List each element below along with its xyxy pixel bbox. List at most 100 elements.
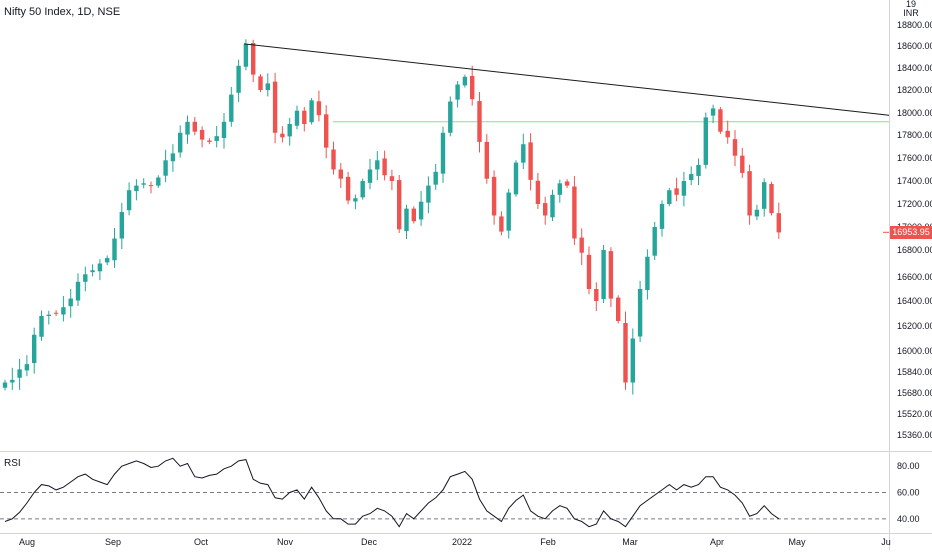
y-tick-label: 15680.00 (897, 388, 932, 398)
candle (623, 323, 628, 383)
candle (360, 181, 365, 198)
candle (528, 142, 533, 180)
candle (776, 213, 781, 233)
candle (294, 110, 300, 126)
candle (229, 94, 234, 122)
x-tick-label: May (788, 537, 806, 547)
candle (455, 84, 460, 100)
candle (2, 382, 8, 388)
candle (265, 83, 270, 90)
candle (579, 237, 584, 253)
candle (185, 121, 190, 135)
candle (754, 209, 760, 217)
candle (645, 256, 650, 290)
candle (46, 314, 51, 316)
x-tick-label: Oct (194, 537, 209, 547)
candle (53, 312, 59, 314)
candle (105, 258, 110, 263)
candle (674, 188, 679, 195)
candle (61, 307, 66, 315)
candle (659, 204, 665, 229)
rsi-label: RSI (4, 458, 21, 469)
candle (17, 369, 22, 378)
candle (725, 130, 730, 138)
candle (375, 160, 380, 170)
candle (564, 181, 570, 186)
candle (543, 203, 548, 216)
candle (747, 171, 752, 216)
candle (39, 316, 44, 337)
candle (68, 298, 73, 307)
candle (112, 238, 117, 261)
candle (90, 270, 95, 273)
candle (324, 114, 329, 148)
candle (126, 190, 132, 211)
candle (178, 132, 183, 153)
candle (316, 101, 322, 116)
y-tick-label: 18800.00 (897, 20, 932, 30)
candle (236, 65, 241, 93)
candle (243, 43, 249, 67)
candle (418, 201, 424, 220)
candle (667, 190, 672, 204)
y-tick-label: 18200.00 (897, 85, 932, 95)
candle (97, 263, 103, 272)
x-tick-label: 2022 (452, 537, 472, 547)
y-tick-label: 18400.00 (897, 63, 932, 73)
currency-unit: INR (903, 8, 919, 18)
candle (331, 149, 336, 170)
y-tick-label: 17400.00 (897, 176, 932, 186)
y-tick-label: 16400.00 (897, 296, 932, 306)
candle (134, 185, 139, 192)
candle (119, 212, 124, 239)
candle (345, 176, 351, 201)
candle (513, 162, 519, 195)
x-tick-label: Apr (710, 537, 724, 547)
y-tick-label: 16800.00 (897, 245, 932, 255)
x-tick-label: Sep (105, 537, 121, 547)
candle (491, 176, 497, 216)
candle (462, 76, 468, 86)
candle (404, 208, 409, 232)
candle (199, 129, 205, 140)
candle (689, 174, 694, 181)
candle (484, 141, 489, 179)
candle (207, 140, 212, 142)
candle (389, 176, 395, 181)
x-tick-label: Aug (19, 537, 35, 547)
x-tick-label: Ju (881, 537, 891, 547)
candle (433, 171, 438, 185)
candle (681, 181, 687, 196)
y-tick-label: 15520.00 (897, 409, 932, 419)
candle (287, 124, 292, 137)
candle (616, 297, 621, 321)
candle (718, 109, 723, 132)
candle (170, 153, 176, 162)
candle (221, 121, 227, 138)
candle (696, 164, 701, 176)
candle (280, 133, 285, 138)
chart-title: Nifty 50 Index, 1D, NSE (4, 6, 121, 18)
x-tick-label: Mar (622, 537, 638, 547)
candle (83, 274, 88, 282)
y-tick-label: 17600.00 (897, 153, 932, 163)
candle (24, 364, 30, 371)
candle (338, 169, 343, 179)
candle (32, 334, 37, 364)
y-tick-label: 17200.00 (897, 199, 932, 209)
y-tick-label: 15360.00 (897, 430, 932, 440)
currency-label: 19 INR (891, 0, 931, 18)
y-tick-label: 17800.00 (897, 130, 932, 140)
y-tick-label: 18000.00 (897, 108, 932, 118)
candle (192, 121, 197, 132)
last-price-badge: 16953.95 (890, 225, 932, 239)
y-tick-label: 16200.00 (897, 321, 932, 331)
candle (769, 183, 774, 214)
candle (156, 177, 161, 186)
candle (440, 132, 446, 174)
candle (608, 251, 614, 299)
currency-top: 19 (905, 0, 916, 9)
candle (740, 155, 745, 173)
trendline (243, 43, 890, 116)
